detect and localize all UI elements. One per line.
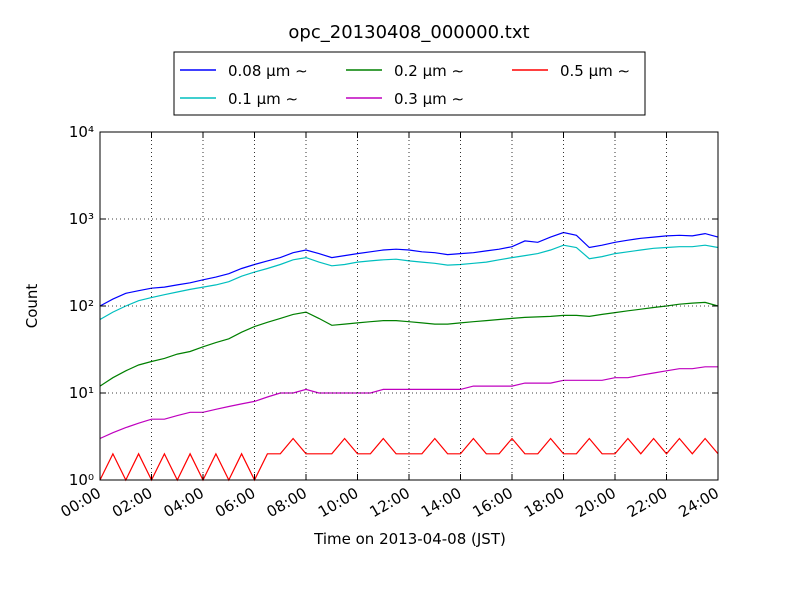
y-tick-label: 10¹	[69, 384, 94, 402]
legend-label: 0.1 μm ∼	[228, 90, 298, 108]
legend-label: 0.3 μm ∼	[394, 90, 464, 108]
y-axis-label: Count	[23, 284, 41, 329]
y-tick-label: 10⁴	[69, 123, 94, 141]
legend-label: 0.08 μm ∼	[228, 62, 308, 80]
y-tick-label: 10²	[69, 297, 94, 315]
y-tick-label: 10⁰	[69, 471, 94, 489]
chart-title: opc_20130408_000000.txt	[288, 22, 529, 43]
legend-label: 0.5 μm ∼	[560, 62, 630, 80]
y-tick-label: 10³	[69, 210, 94, 228]
legend-label: 0.2 μm ∼	[394, 62, 464, 80]
series-line	[99, 231, 719, 307]
legend-box	[173, 51, 646, 116]
x-axis-label: Time on 2013-04-08 (JST)	[313, 530, 506, 548]
